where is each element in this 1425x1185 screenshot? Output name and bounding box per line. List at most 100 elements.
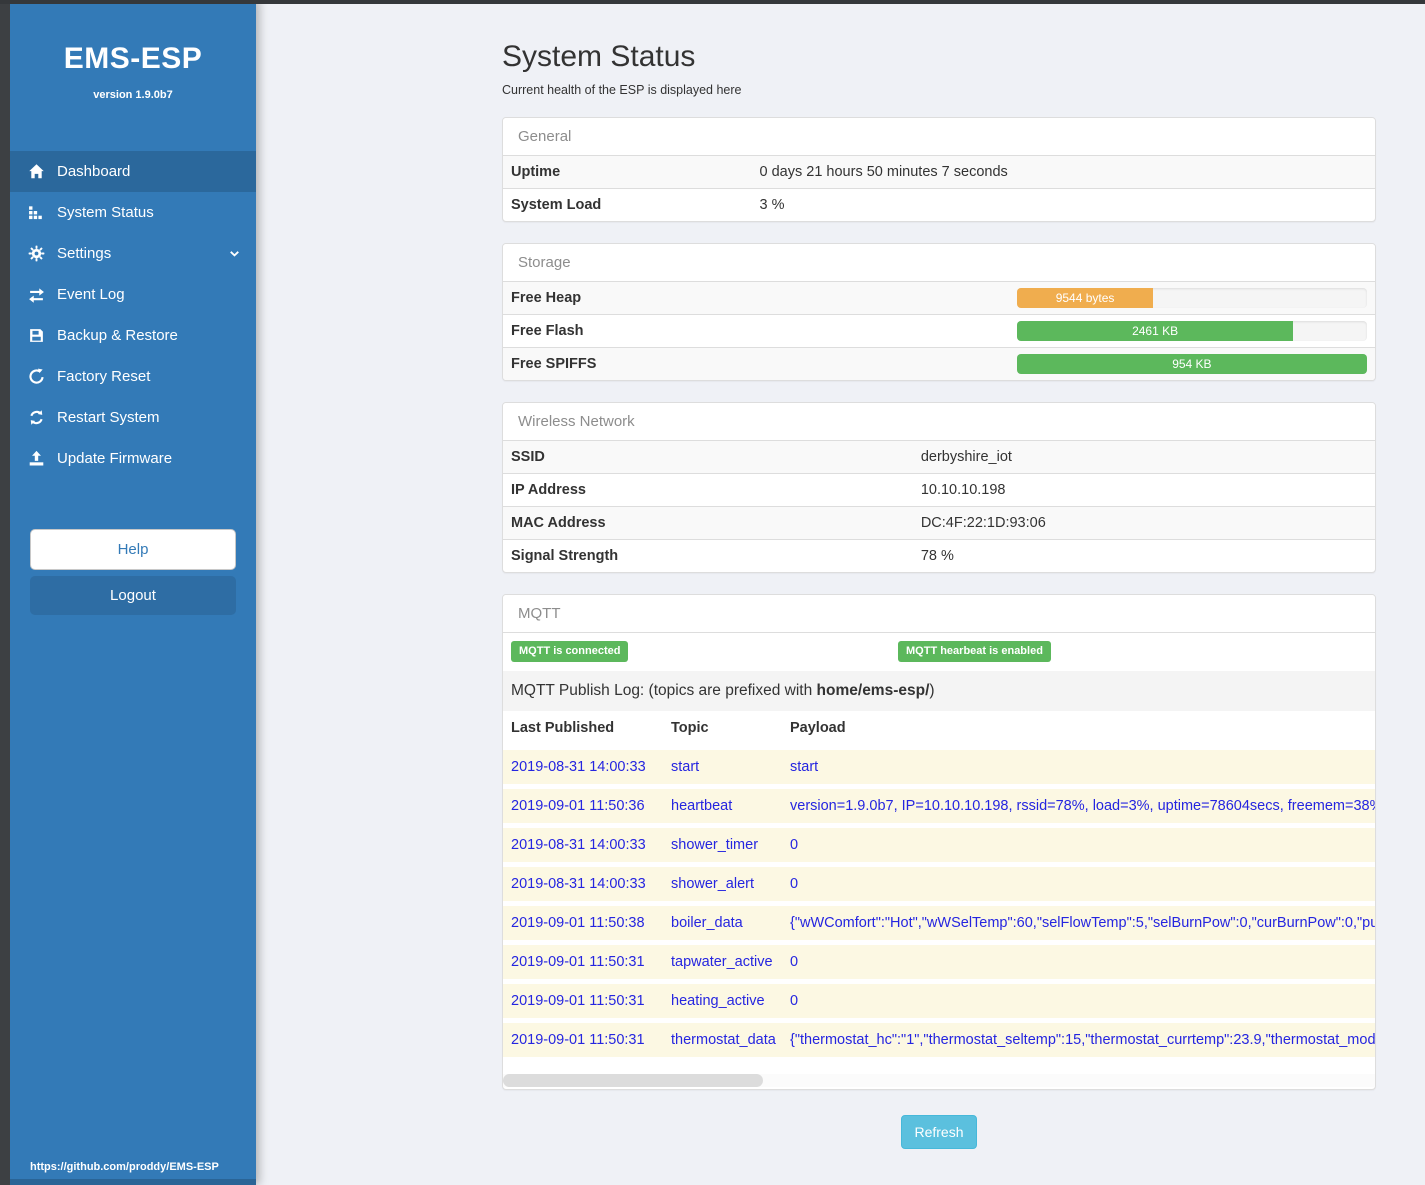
field-value: 2461 KB — [1008, 314, 1375, 348]
exchange-icon — [28, 286, 45, 303]
sidebar: EMS-ESP version 1.9.0b7 Dashboard System… — [10, 0, 256, 1185]
cell-time: 2019-09-01 11:50:38 — [503, 901, 663, 943]
horizontal-scrollbar-thumb[interactable] — [503, 1074, 763, 1087]
mqtt-heartbeat-badge: MQTT hearbeat is enabled — [898, 641, 1051, 663]
progress-label: 9544 bytes — [1055, 291, 1115, 305]
field-label: Signal Strength — [503, 539, 913, 572]
table-row: IP Address 10.10.10.198 — [503, 473, 1375, 507]
mqtt-publish-log-caption: MQTT Publish Log: (topics are prefixed w… — [503, 671, 1375, 711]
progress-track: 2461 KB — [1016, 321, 1367, 341]
help-button[interactable]: Help — [30, 529, 236, 570]
sidebar-item-label: Update Firmware — [57, 450, 173, 467]
cell-topic: start — [663, 745, 782, 787]
field-value: 0 days 21 hours 50 minutes 7 seconds — [751, 156, 1375, 189]
sidebar-item-update-firmware[interactable]: Update Firmware — [10, 438, 256, 479]
cell-topic: boiler_data — [663, 901, 782, 943]
table-row: 2019-09-01 11:50:31 heating_active 0 — [503, 979, 1375, 1021]
table-row: Uptime 0 days 21 hours 50 minutes 7 seco… — [503, 156, 1375, 189]
field-label: Free SPIFFS — [503, 347, 1009, 380]
sidebar-item-settings[interactable]: Settings — [10, 233, 256, 274]
sidebar-buttons: Help Logout — [10, 529, 256, 615]
cell-payload: version=1.9.0b7, IP=10.10.10.198, rssid=… — [782, 784, 1375, 826]
table-row: 2019-09-01 11:50:31 thermostat_data {"th… — [503, 1018, 1375, 1057]
cell-time: 2019-09-01 11:50:31 — [503, 1018, 663, 1057]
field-value: 9544 bytes — [1008, 282, 1375, 315]
refresh-button[interactable]: Refresh — [901, 1115, 977, 1149]
free-spiffs-progress-bar: 954 KB — [1016, 354, 1367, 374]
progress-track: 954 KB — [1016, 354, 1367, 374]
sidebar-item-dashboard[interactable]: Dashboard — [10, 151, 256, 192]
table-row: System Load 3 % — [503, 188, 1375, 221]
table-row: Signal Strength 78 % — [503, 539, 1375, 572]
free-flash-progress-bar: 2461 KB — [1016, 321, 1294, 341]
column-header: Payload — [782, 711, 1375, 748]
system-status-icon — [28, 204, 45, 221]
progress-label: 2461 KB — [1132, 324, 1179, 338]
logout-button[interactable]: Logout — [30, 576, 236, 615]
app-title: EMS-ESP — [63, 42, 203, 75]
sidebar-item-event-log[interactable]: Event Log — [10, 274, 256, 315]
table-row: SSID derbyshire_iot — [503, 441, 1375, 474]
sidebar-item-backup-restore[interactable]: Backup & Restore — [10, 315, 256, 356]
app-version: version 1.9.0b7 — [93, 89, 173, 101]
sidebar-item-label: Backup & Restore — [57, 327, 178, 344]
sidebar-item-restart-system[interactable]: Restart System — [10, 397, 256, 438]
cell-topic: heating_active — [663, 979, 782, 1021]
field-value: derbyshire_iot — [912, 441, 1375, 474]
cell-time: 2019-08-31 14:00:33 — [503, 745, 663, 787]
sidebar-item-label: Dashboard — [57, 163, 131, 180]
cell-topic: heartbeat — [663, 784, 782, 826]
home-icon — [28, 163, 45, 180]
main-content: System Status Current health of the ESP … — [256, 4, 1425, 1185]
free-heap-progress-bar: 9544 bytes — [1016, 288, 1154, 308]
column-header: Last Published — [503, 711, 663, 748]
caption-suffix: ) — [929, 682, 935, 699]
cell-time: 2019-09-01 11:50:36 — [503, 784, 663, 826]
field-value: 3 % — [751, 188, 1375, 221]
cell-time: 2019-08-31 14:00:33 — [503, 862, 663, 904]
table-row: Free SPIFFS 954 KB — [503, 347, 1375, 380]
cell-payload: start — [782, 745, 1375, 787]
cell-payload: {"wWComfort":"Hot","wWSelTemp":60,"selFl… — [782, 901, 1375, 943]
table-header-row: Last Published Topic Payload — [503, 711, 1375, 748]
rotate-left-icon — [28, 368, 45, 385]
sidebar-item-label: Factory Reset — [57, 368, 151, 385]
github-link[interactable]: https://github.com/proddy/EMS-ESP — [30, 1161, 219, 1173]
sidebar-item-factory-reset[interactable]: Factory Reset — [10, 356, 256, 397]
cell-time: 2019-09-01 11:50:31 — [503, 940, 663, 982]
panel-bottom-pad — [503, 1087, 1375, 1089]
cell-topic: shower_alert — [663, 862, 782, 904]
mqtt-connected-badge: MQTT is connected — [511, 641, 629, 663]
table-row: 2019-08-31 14:00:33 shower_alert 0 — [503, 862, 1375, 904]
table-row: 2019-08-31 14:00:33 shower_timer 0 — [503, 823, 1375, 865]
page-title: System Status — [502, 40, 696, 73]
table-row: MAC Address DC:4F:22:1D:93:06 — [503, 506, 1375, 540]
cell-payload: 0 — [782, 862, 1375, 904]
sidebar-bottom-strip — [10, 1179, 256, 1185]
table-row: Free Heap 9544 bytes — [503, 282, 1375, 315]
chevron-down-icon — [227, 246, 242, 261]
table-row: 2019-09-01 11:50:36 heartbeat version=1.… — [503, 784, 1375, 826]
sidebar-item-system-status[interactable]: System Status — [10, 192, 256, 233]
field-label: MAC Address — [503, 506, 913, 540]
field-value: 954 KB — [1008, 347, 1375, 380]
field-value: 10.10.10.198 — [912, 473, 1375, 507]
horizontal-scrollbar-track[interactable] — [503, 1074, 1375, 1087]
field-value: 78 % — [912, 539, 1375, 572]
sidebar-item-label: Restart System — [57, 409, 160, 426]
field-label: Free Flash — [503, 314, 1009, 348]
page-subtitle: Current health of the ESP is displayed h… — [502, 83, 742, 97]
field-label: Uptime — [503, 156, 752, 189]
progress-track: 9544 bytes — [1016, 288, 1367, 308]
panel-storage: Storage Free Heap 9544 bytes Free Flash — [502, 243, 1376, 381]
field-label: Free Heap — [503, 282, 1009, 315]
cell-payload: 0 — [782, 823, 1375, 865]
sidebar-item-label: Settings — [57, 245, 112, 262]
save-icon — [28, 327, 45, 344]
sidebar-item-label: System Status — [57, 204, 154, 221]
table-row: 2019-09-01 11:50:38 boiler_data {"wWComf… — [503, 901, 1375, 943]
panel-general: General Uptime 0 days 21 hours 50 minute… — [502, 117, 1376, 222]
caption-prefix: MQTT Publish Log: (topics are prefixed w… — [511, 682, 817, 699]
panel-wireless-title: Wireless Network — [503, 403, 1375, 441]
cell-payload: {"thermostat_hc":"1","thermostat_seltemp… — [782, 1018, 1375, 1057]
